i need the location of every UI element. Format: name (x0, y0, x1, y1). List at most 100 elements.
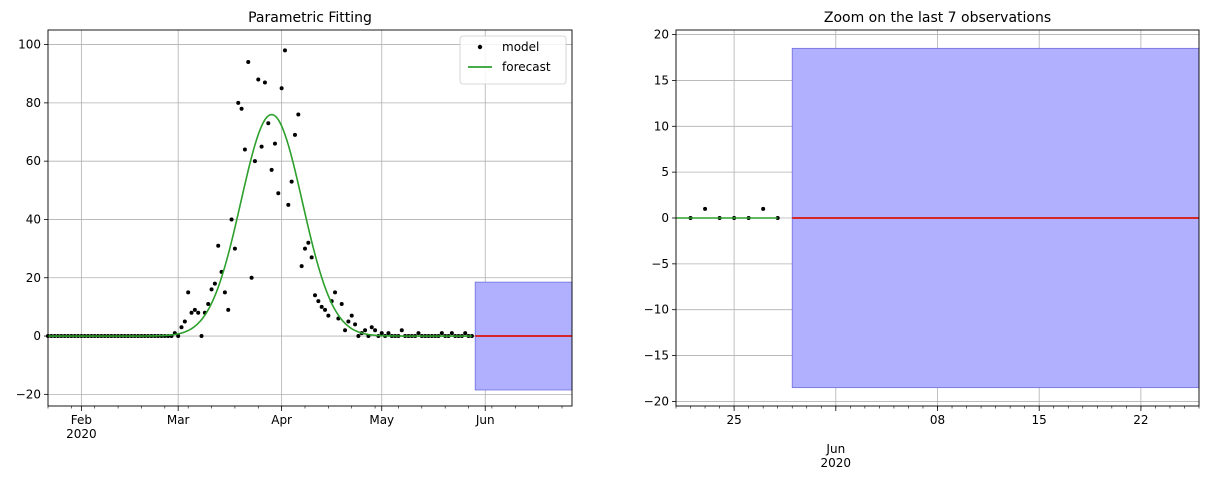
model-point (246, 60, 251, 65)
y-tick-label: 100 (18, 38, 41, 52)
model-point (399, 328, 404, 333)
model-point (289, 179, 294, 184)
x-tick-label: 08 (930, 413, 945, 427)
model-point (226, 307, 231, 312)
forecast-line (48, 113, 472, 337)
model-point (703, 206, 708, 211)
model-point (249, 275, 254, 280)
model-point (229, 217, 234, 222)
model-point (363, 328, 368, 333)
model-point (209, 287, 214, 292)
x-tick-label: Feb (71, 413, 92, 427)
model-point (286, 202, 291, 207)
model-point (326, 313, 331, 318)
model-point (256, 77, 261, 82)
y-tick-label: −10 (644, 303, 669, 317)
x-tick-label: May (369, 413, 394, 427)
model-point (236, 100, 241, 105)
x-tick-label: Apr (271, 413, 292, 427)
x-tick-label: 25 (726, 413, 741, 427)
model-point (339, 301, 344, 306)
model-point (279, 86, 284, 91)
y-tick-label: 10 (654, 119, 669, 133)
legend-box (459, 35, 567, 85)
model-point (439, 331, 444, 336)
model-point (313, 293, 318, 298)
x-tick-label: Jun (825, 442, 845, 456)
y-tick-label: −20 (16, 387, 41, 401)
model-point (252, 159, 257, 164)
x-tick-year-label: 2020 (66, 427, 97, 441)
model-point (379, 331, 384, 336)
legend-label: forecast (502, 60, 551, 74)
model-point (449, 331, 454, 336)
model-point (186, 290, 191, 295)
x-tick-label: Mar (167, 413, 190, 427)
zoom-last-observations-chart: Zoom on the last 7 observations 20 15 10 5 0 −… (644, 10, 1200, 470)
y-tick-label: 20 (26, 271, 41, 285)
model-point (346, 319, 351, 324)
model-point (259, 144, 264, 149)
model-point (216, 243, 221, 248)
model-point (212, 281, 217, 286)
model-point (199, 334, 204, 339)
model-point (266, 121, 271, 126)
chart-title: Zoom on the last 7 observations (824, 10, 1051, 26)
legend-marker-model (477, 44, 483, 50)
model-point (206, 301, 211, 306)
model-point (269, 167, 274, 172)
model-point (316, 299, 321, 304)
x-tick-label: Jun (475, 413, 495, 427)
model-point (262, 80, 267, 85)
y-tick-label: 15 (654, 73, 669, 87)
x-tick-label: 15 (1032, 413, 1047, 427)
y-tick-label: 5 (661, 165, 669, 179)
model-point (323, 307, 328, 312)
x-tick-year-label: 2020 (821, 456, 852, 470)
model-point (182, 319, 187, 324)
model-point (176, 334, 181, 339)
model-point (463, 331, 468, 336)
model-point (242, 147, 247, 152)
model-point (192, 307, 197, 312)
model-point (239, 106, 244, 111)
model-point (306, 240, 311, 245)
chart-title: Parametric Fitting (248, 10, 372, 26)
parametric-fitting-chart: Parametric Fitting −20 0 20 40 60 80 100 Feb2020… (16, 10, 573, 441)
model-point (179, 325, 184, 330)
model-point (296, 112, 301, 117)
model-point (189, 310, 194, 315)
model-point (416, 331, 421, 336)
y-tick-label: 40 (26, 212, 41, 226)
model-point (369, 325, 374, 330)
model-point (292, 132, 297, 137)
y-tick-label: 20 (654, 28, 669, 42)
model-point (761, 206, 766, 211)
y-tick-label: 0 (661, 211, 669, 225)
model-point (319, 304, 324, 309)
model-point (196, 310, 201, 315)
model-point (356, 334, 361, 339)
legend-label: model (502, 40, 539, 54)
plot-area-frame (675, 29, 1200, 407)
model-point (299, 264, 304, 269)
model-point (276, 191, 281, 196)
y-tick-label: 0 (33, 329, 41, 343)
y-tick-label: −5 (651, 257, 669, 271)
y-tick-label: −20 (644, 394, 669, 408)
model-point (373, 328, 378, 333)
plot-area-frame (47, 29, 573, 407)
model-point (349, 313, 354, 318)
model-point (222, 290, 227, 295)
model-point (282, 48, 287, 53)
model-point (333, 290, 338, 295)
model-point (309, 255, 314, 260)
model-point (386, 331, 391, 336)
y-tick-label: 80 (26, 96, 41, 110)
model-point (343, 328, 348, 333)
y-tick-label: 60 (26, 154, 41, 168)
model-point (272, 141, 277, 146)
y-tick-label: −15 (644, 349, 669, 363)
model-point (353, 322, 358, 327)
